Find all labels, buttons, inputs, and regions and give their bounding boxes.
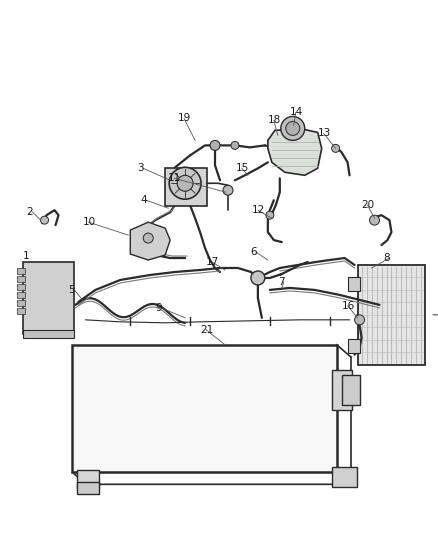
Circle shape <box>41 216 49 224</box>
Text: 12: 12 <box>252 205 265 215</box>
Text: 3: 3 <box>137 163 144 173</box>
Text: 10: 10 <box>82 217 95 227</box>
Circle shape <box>355 315 364 325</box>
Bar <box>72 345 337 472</box>
Text: 7: 7 <box>278 277 284 287</box>
Bar <box>17 268 25 274</box>
Bar <box>78 482 99 494</box>
Bar <box>17 300 25 306</box>
Text: 15: 15 <box>236 163 249 173</box>
Text: 13: 13 <box>318 128 331 139</box>
Circle shape <box>251 271 265 285</box>
Bar <box>17 292 25 298</box>
Text: 8: 8 <box>384 253 390 263</box>
Text: 9: 9 <box>155 303 162 313</box>
Circle shape <box>223 185 233 195</box>
Text: 1: 1 <box>23 251 29 261</box>
Bar <box>357 265 425 365</box>
Bar <box>332 370 352 409</box>
Circle shape <box>210 140 220 150</box>
Circle shape <box>286 122 300 135</box>
Bar <box>342 375 360 405</box>
Polygon shape <box>268 128 321 175</box>
Circle shape <box>231 141 239 149</box>
Circle shape <box>266 211 274 219</box>
Bar <box>165 168 207 206</box>
Circle shape <box>143 233 153 243</box>
Text: 20: 20 <box>361 200 374 210</box>
Circle shape <box>332 144 339 152</box>
Bar <box>23 262 74 334</box>
Bar <box>332 467 357 487</box>
Bar <box>17 308 25 314</box>
Text: 14: 14 <box>290 108 303 117</box>
Bar <box>78 470 99 488</box>
Text: 6: 6 <box>250 247 257 257</box>
Bar <box>348 277 360 291</box>
Text: 11: 11 <box>168 173 181 183</box>
Text: 16: 16 <box>342 301 355 311</box>
Text: 17: 17 <box>206 257 219 267</box>
Circle shape <box>281 117 305 140</box>
Bar <box>17 276 25 282</box>
Circle shape <box>177 175 193 191</box>
Text: 5: 5 <box>68 285 75 295</box>
Polygon shape <box>130 222 170 260</box>
Text: 4: 4 <box>140 195 147 205</box>
Bar <box>348 339 360 353</box>
Bar <box>23 330 74 338</box>
Circle shape <box>370 215 379 225</box>
Text: 21: 21 <box>200 325 213 335</box>
Text: 19: 19 <box>178 114 191 124</box>
Text: 18: 18 <box>268 116 281 125</box>
Text: 2: 2 <box>27 207 33 217</box>
Bar <box>17 284 25 290</box>
Circle shape <box>169 167 201 199</box>
